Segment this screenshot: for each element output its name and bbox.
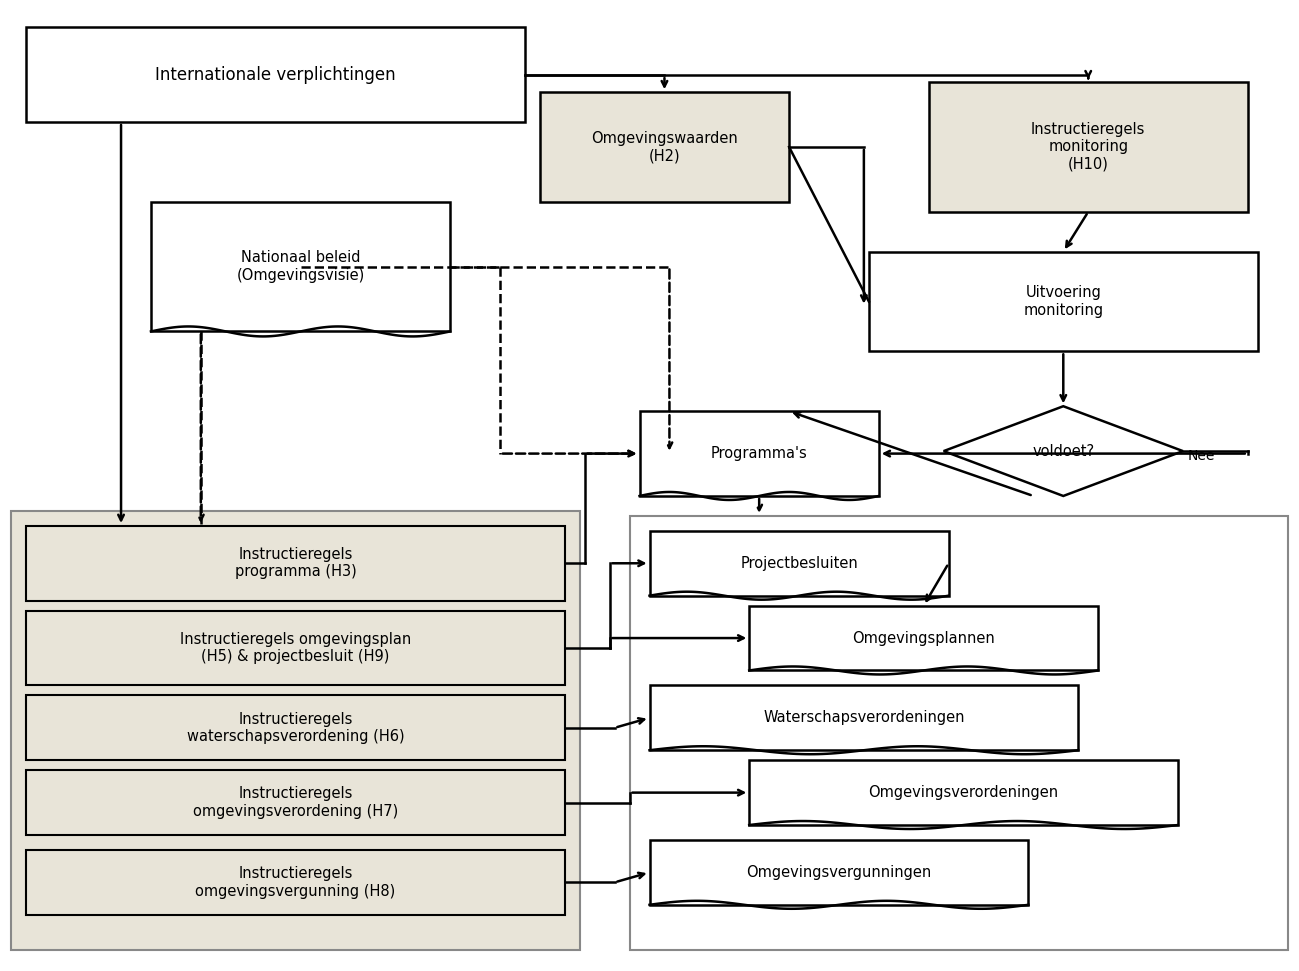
FancyBboxPatch shape [26, 770, 565, 835]
Text: Omgevingsverordeningen: Omgevingsverordeningen [869, 786, 1059, 800]
FancyBboxPatch shape [540, 92, 788, 202]
Text: Nee: Nee [1187, 449, 1216, 463]
FancyBboxPatch shape [929, 83, 1248, 212]
Text: Nationaal beleid
(Omgevingsvisie): Nationaal beleid (Omgevingsvisie) [236, 251, 365, 283]
Text: voldoet?: voldoet? [1033, 444, 1094, 458]
Text: Instructieregels
omgevingsverordening (H7): Instructieregels omgevingsverordening (H… [194, 787, 399, 819]
FancyBboxPatch shape [26, 526, 565, 601]
FancyBboxPatch shape [26, 611, 565, 686]
Text: Programma's: Programma's [711, 446, 808, 461]
Text: Instructieregels
omgevingsvergunning (H8): Instructieregels omgevingsvergunning (H8… [195, 866, 396, 898]
Text: Omgevingswaarden
(H2): Omgevingswaarden (H2) [591, 131, 738, 163]
FancyBboxPatch shape [750, 760, 1178, 825]
Polygon shape [943, 406, 1183, 496]
FancyBboxPatch shape [869, 251, 1257, 352]
FancyBboxPatch shape [630, 516, 1287, 950]
FancyBboxPatch shape [650, 686, 1078, 751]
FancyBboxPatch shape [750, 606, 1098, 670]
FancyBboxPatch shape [650, 531, 948, 595]
Text: Instructieregels
monitoring
(H10): Instructieregels monitoring (H10) [1031, 122, 1146, 172]
FancyBboxPatch shape [26, 850, 565, 915]
Text: Internationale verplichtingen: Internationale verplichtingen [156, 66, 396, 84]
Text: Projectbesluiten: Projectbesluiten [740, 555, 857, 571]
FancyBboxPatch shape [26, 695, 565, 760]
Text: Instructieregels
waterschapsverordening (H6): Instructieregels waterschapsverordening … [187, 712, 404, 744]
FancyBboxPatch shape [650, 840, 1029, 905]
Text: Omgevingsplannen: Omgevingsplannen [852, 630, 995, 646]
Text: Instructieregels omgevingsplan
(H5) & projectbesluit (H9): Instructieregels omgevingsplan (H5) & pr… [179, 632, 412, 664]
FancyBboxPatch shape [639, 411, 879, 496]
Text: Uitvoering
monitoring: Uitvoering monitoring [1024, 285, 1103, 318]
Text: Waterschapsverordeningen: Waterschapsverordeningen [763, 711, 965, 725]
Text: Omgevingsvergunningen: Omgevingsvergunningen [747, 865, 931, 880]
Text: Instructieregels
programma (H3): Instructieregels programma (H3) [235, 547, 356, 580]
FancyBboxPatch shape [26, 27, 525, 122]
FancyBboxPatch shape [151, 202, 449, 331]
FancyBboxPatch shape [12, 511, 579, 950]
